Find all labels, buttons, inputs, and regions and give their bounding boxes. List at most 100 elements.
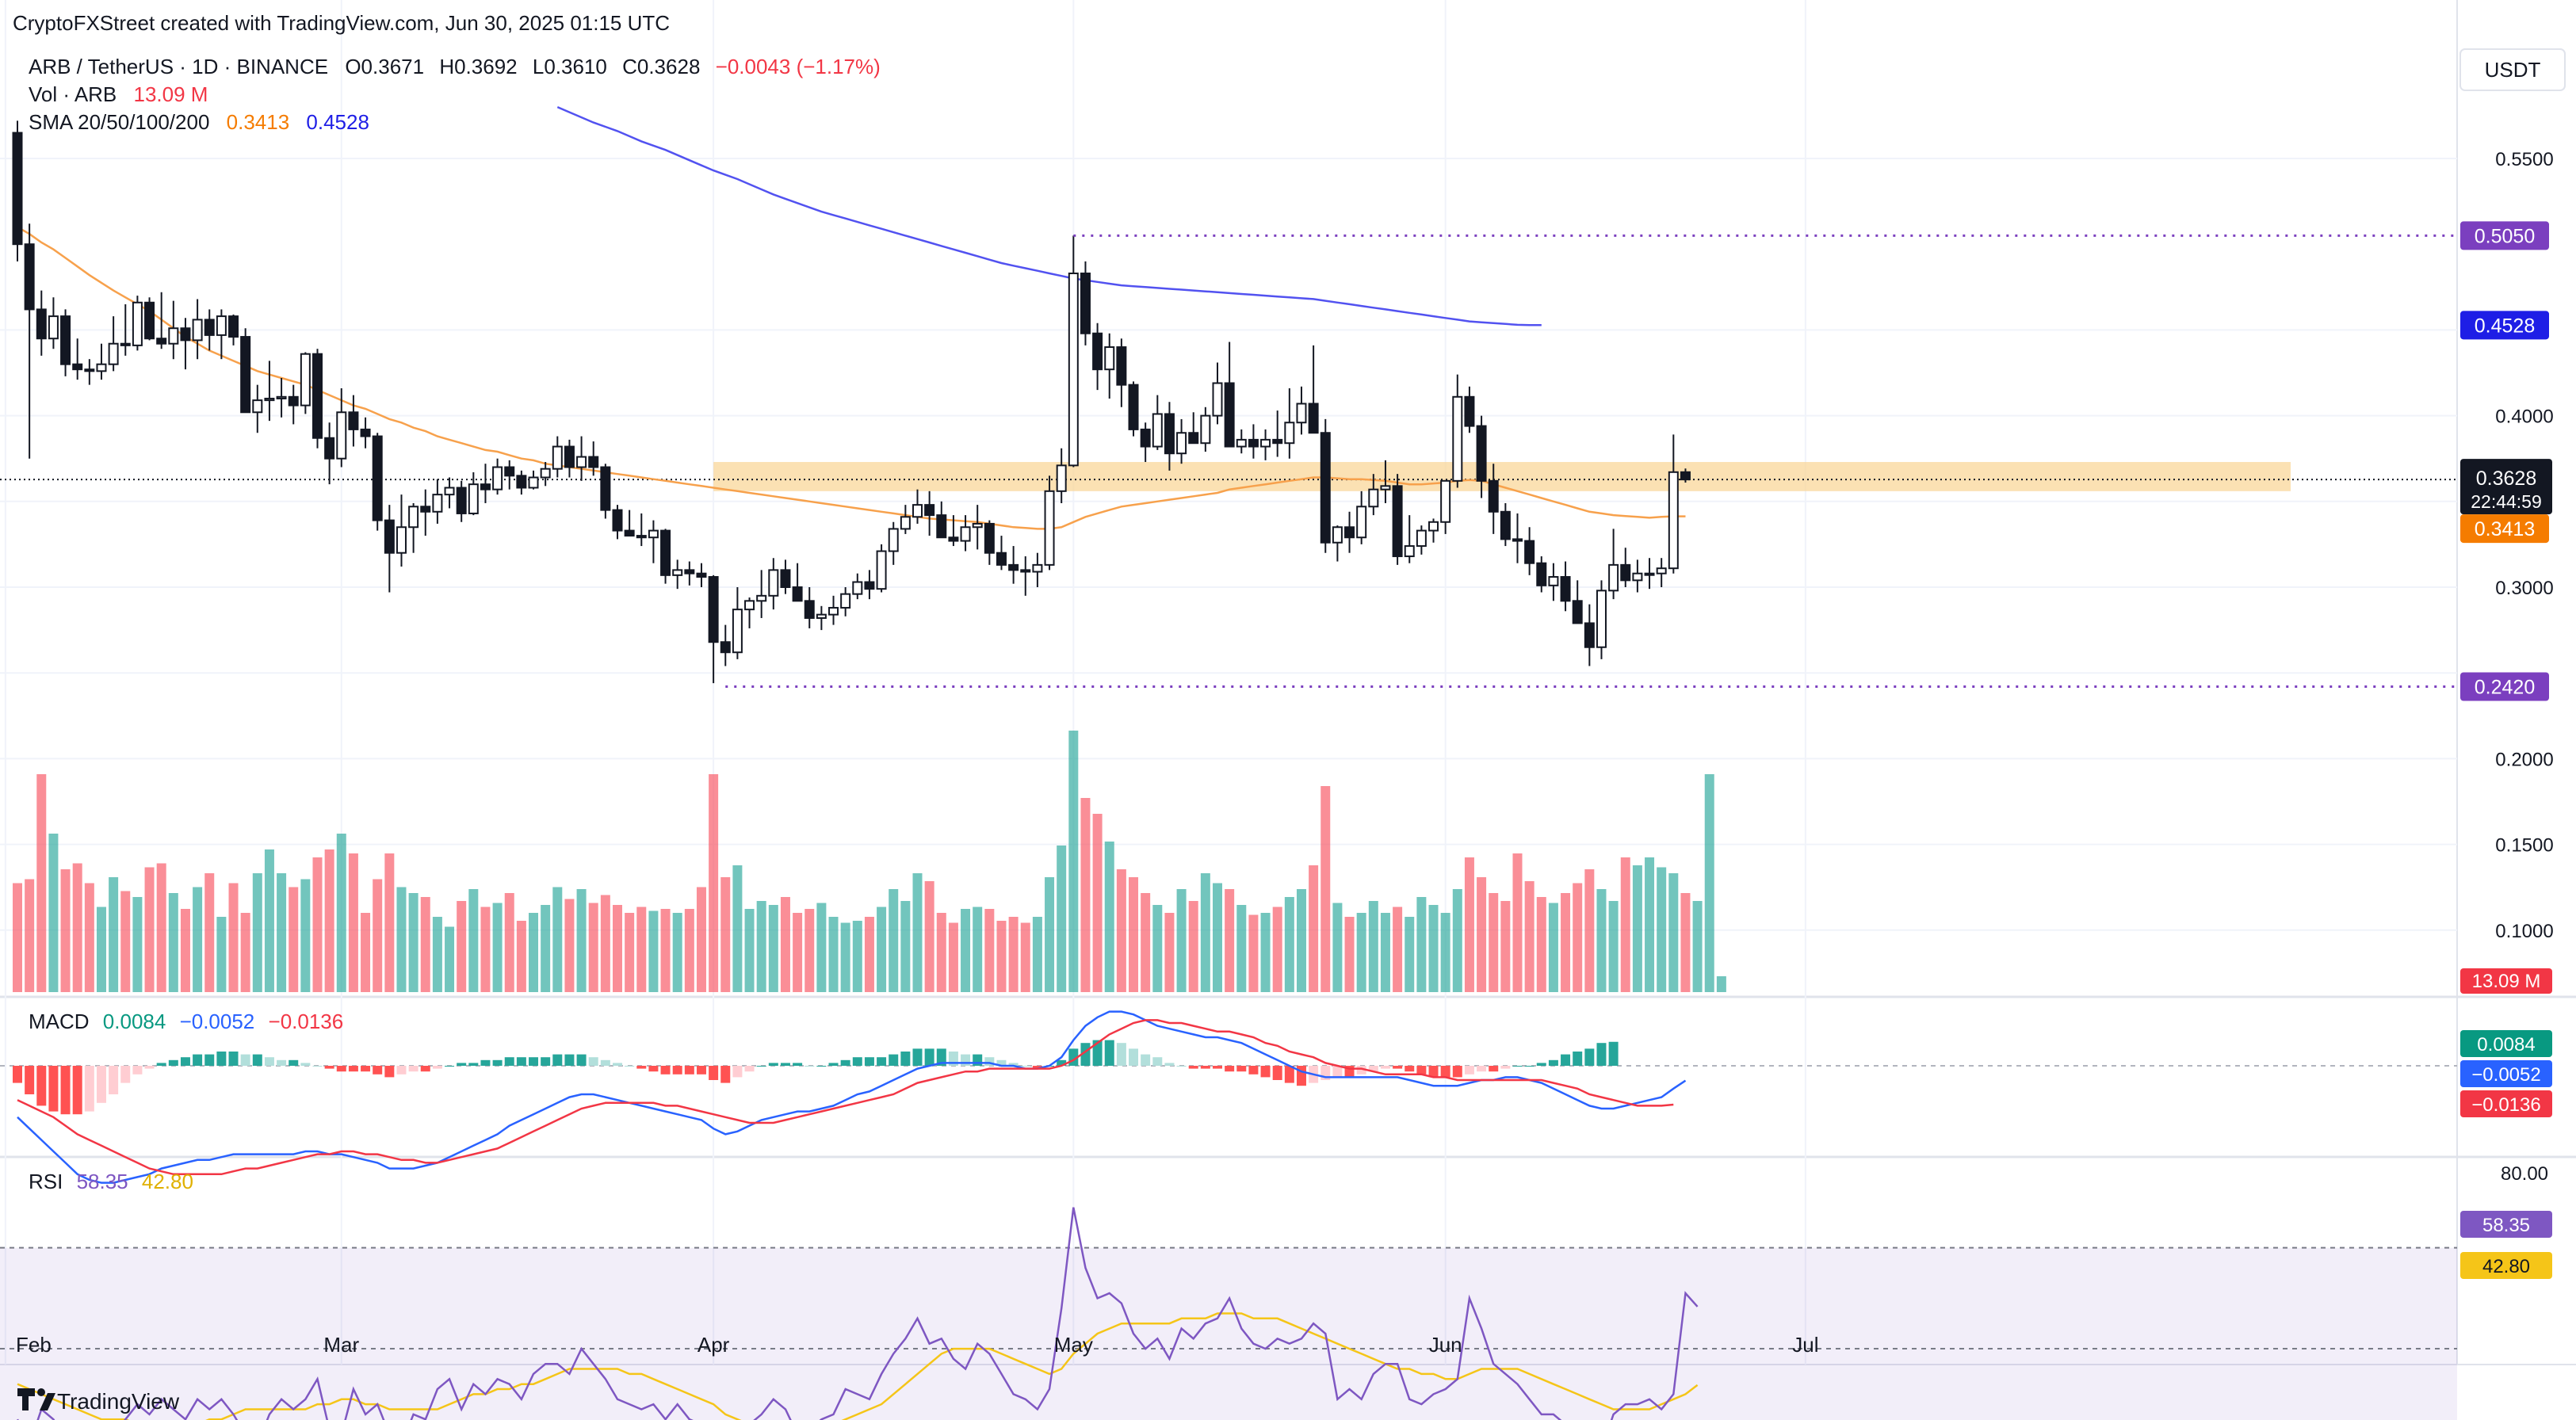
macd-histogram-bar (756, 1066, 766, 1067)
macd-legend-macd: −0.0052 (180, 1010, 255, 1033)
candle-up (1056, 464, 1067, 492)
volume-bar (1464, 857, 1474, 992)
candle-down (240, 336, 251, 414)
volume-bar (1188, 901, 1198, 992)
macd-histogram-bar (120, 1066, 131, 1083)
volume-legend[interactable]: Vol · ARB 13.09 M (29, 82, 208, 106)
macd-legend-hist: 0.0084 (103, 1010, 166, 1033)
macd-histogram-bar (936, 1048, 946, 1066)
candle-down (1344, 526, 1355, 539)
volume-bar (625, 913, 635, 992)
rsi-legend[interactable]: RSI 58.35 42.80 (29, 1170, 193, 1193)
volume-bar (228, 883, 239, 992)
rsi-value-label: 58.35 (2482, 1215, 2530, 1236)
volume-bar (60, 869, 71, 992)
macd-histogram-bar (672, 1066, 682, 1075)
ohlc-low: 0.3610 (544, 55, 607, 78)
volume-bar (1489, 893, 1499, 992)
symbol-title[interactable]: ARB / TetherUS · 1D · BINANCE O0.3671 H0… (29, 55, 881, 78)
volume-bar (1500, 901, 1511, 992)
price-tick-label: 0.1000 (2495, 921, 2553, 942)
macd-line (17, 1010, 1687, 1184)
volume-bar (373, 879, 383, 992)
rsi-band (0, 1247, 2457, 1420)
currency-selector[interactable] (2459, 48, 2566, 91)
volume-bar (480, 907, 491, 992)
candle-down (1524, 540, 1535, 564)
macd-histogram-bar (1057, 1059, 1067, 1066)
level-price-badge (2460, 221, 2549, 250)
macd-histogram-bar (1452, 1066, 1462, 1078)
macd-histogram-bar (900, 1052, 911, 1066)
candle-up (528, 476, 539, 489)
candle-down (1584, 622, 1595, 648)
ohlc-close-label: C (622, 55, 637, 78)
candle-up (828, 606, 839, 616)
candle-down (984, 522, 995, 554)
candle-down (1320, 432, 1331, 544)
volume-bar (1225, 889, 1235, 992)
tradingview-logo[interactable]: TradingView (17, 1388, 180, 1414)
volume-bar (1164, 913, 1175, 992)
macd-histogram-bar (432, 1066, 442, 1069)
volume-bar (1692, 901, 1703, 992)
sma200-line (556, 105, 1542, 326)
time-tick-label: May (1054, 1333, 1093, 1357)
volume-bar (1405, 917, 1415, 992)
macd-histogram-bar (252, 1054, 262, 1066)
volume-badge-label: 13.09 M (2472, 971, 2541, 992)
volume-bar (468, 889, 479, 992)
macd-histogram-bar (1596, 1043, 1607, 1066)
sma-legend[interactable]: SMA 20/50/100/200 0.3413 0.4528 (29, 110, 369, 134)
volume-bar (889, 889, 899, 992)
candle-up (252, 399, 263, 414)
volume-bar (1213, 883, 1222, 992)
macd-histogram-bar (552, 1054, 563, 1066)
macd-legend[interactable]: MACD 0.0084 −0.0052 −0.0136 (29, 1010, 343, 1033)
candle-down (288, 395, 299, 407)
volume-bar (1152, 905, 1163, 992)
candle-up (300, 353, 311, 407)
volume-bar (1272, 907, 1282, 992)
volume-bar (420, 897, 430, 992)
candle-up (900, 516, 911, 530)
macd-histogram-bar (1405, 1066, 1415, 1072)
macd-histogram-bar (924, 1048, 934, 1066)
volume-bar (672, 913, 682, 992)
macd-histogram-bar (1188, 1066, 1198, 1069)
macd-histogram-bar (445, 1066, 455, 1067)
tradingview-brand: TradingView (57, 1389, 180, 1414)
candle-down (1116, 346, 1127, 386)
volume-bar (1296, 889, 1306, 992)
volume-bar (1344, 917, 1355, 992)
volume-bar (1440, 913, 1450, 992)
candle-down (708, 576, 719, 643)
volume-bar (1320, 786, 1331, 992)
volume-bar (132, 897, 143, 992)
volume-bar (805, 909, 815, 992)
candle-up (648, 529, 659, 539)
candle-down (1008, 563, 1019, 571)
price-tick-label: 0.4000 (2495, 407, 2553, 428)
sma50-price-label: 0.3413 (2475, 518, 2535, 540)
volume-bar (300, 879, 311, 992)
macd-histogram-bar (984, 1057, 995, 1066)
candle-down (948, 536, 959, 542)
macd-histogram-bar (816, 1066, 827, 1067)
volume-bar (961, 909, 971, 992)
macd-histogram-bar (793, 1063, 803, 1066)
macd-histogram-bar (1248, 1066, 1259, 1075)
volume-bar (1632, 865, 1642, 992)
candle-down (1272, 438, 1283, 445)
candle-down (1188, 432, 1199, 445)
candle-up (1068, 272, 1079, 467)
volume-bar (492, 903, 503, 992)
candle-up (1284, 422, 1295, 445)
volume-bar (180, 909, 190, 992)
macd-histogram-bar (420, 1066, 430, 1072)
rsi-tick-label: 80.00 (2501, 1163, 2548, 1185)
volume-bar (996, 921, 1007, 992)
volume-bar (924, 881, 934, 992)
volume-bar (732, 865, 743, 992)
macd-histogram-bar (1380, 1066, 1390, 1069)
